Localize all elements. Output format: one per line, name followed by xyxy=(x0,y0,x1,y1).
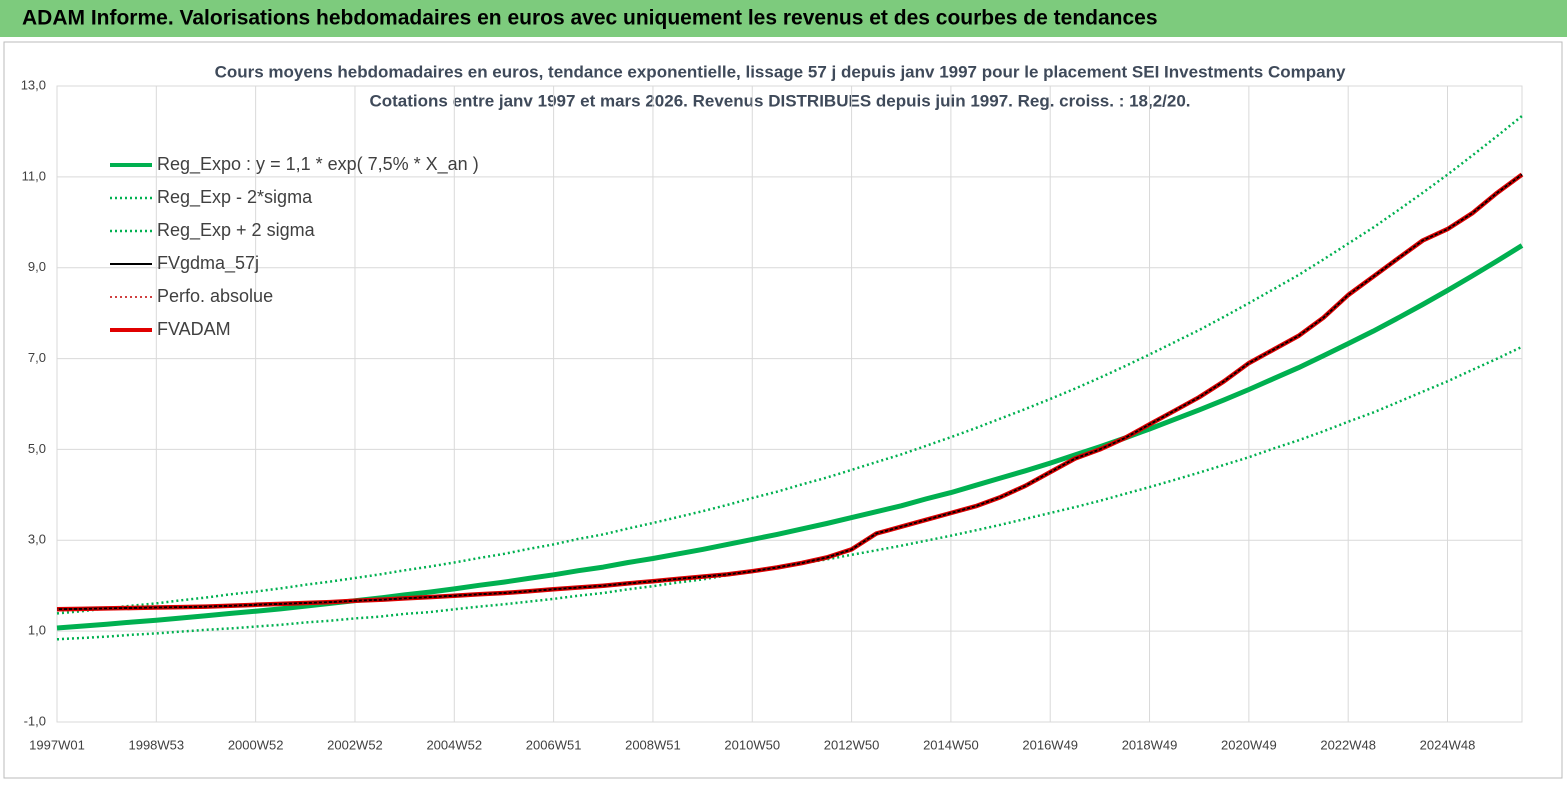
x-tick-label: 2016W49 xyxy=(1022,737,1078,752)
y-tick-label: 5,0 xyxy=(28,441,46,456)
legend-label: Reg_Exp + 2 sigma xyxy=(157,220,316,241)
chart-title: Cours moyens hebdomadaires en euros, ten… xyxy=(215,62,1346,81)
series-line xyxy=(56,345,1523,641)
x-tick-label: 2002W52 xyxy=(327,737,383,752)
series-line xyxy=(56,173,1523,611)
x-tick-label: 2024W48 xyxy=(1420,737,1476,752)
legend-label: Perfo. absolue xyxy=(157,286,273,306)
x-tick-label: 1997W01 xyxy=(29,737,85,752)
x-tick-label: 2010W50 xyxy=(724,737,780,752)
legend-label: Reg_Expo : y = 1,1 * exp( 7,5% * X_an ) xyxy=(157,154,479,175)
legend-label: FVgdma_57j xyxy=(157,253,259,274)
x-tick-label: 2020W49 xyxy=(1221,737,1277,752)
x-tick-label: 2006W51 xyxy=(526,737,582,752)
page-title: ADAM Informe. Valorisations hebdomadaire… xyxy=(22,7,1158,30)
x-tick-label: 2014W50 xyxy=(923,737,979,752)
title-bar xyxy=(0,0,1567,37)
y-tick-label: 1,0 xyxy=(28,623,46,638)
x-tick-label: 2018W49 xyxy=(1122,737,1178,752)
y-tick-label: 9,0 xyxy=(28,259,46,274)
legend-label: FVADAM xyxy=(157,319,231,339)
y-tick-label: 7,0 xyxy=(28,350,46,365)
x-tick-label: 1998W53 xyxy=(128,737,184,752)
x-tick-label: 2022W48 xyxy=(1320,737,1376,752)
legend-label: Reg_Exp - 2*sigma xyxy=(157,187,313,208)
x-tick-label: 2000W52 xyxy=(228,737,284,752)
x-tick-label: 2008W51 xyxy=(625,737,681,752)
plot-area xyxy=(56,85,1523,723)
series-line xyxy=(56,115,1523,615)
x-tick-label: 2004W52 xyxy=(426,737,482,752)
y-tick-label: 11,0 xyxy=(22,168,46,183)
y-tick-label: -1,0 xyxy=(24,713,46,728)
chart-frame xyxy=(3,41,1563,779)
series-line xyxy=(56,243,1524,631)
x-tick-label: 2012W50 xyxy=(824,737,880,752)
y-tick-label: 3,0 xyxy=(28,532,46,547)
chart-subtitle: Cotations entre janv 1997 et mars 2026. … xyxy=(369,91,1190,110)
series-line xyxy=(56,173,1523,611)
series-line xyxy=(56,172,1524,612)
y-tick-label: 13,0 xyxy=(21,77,46,92)
